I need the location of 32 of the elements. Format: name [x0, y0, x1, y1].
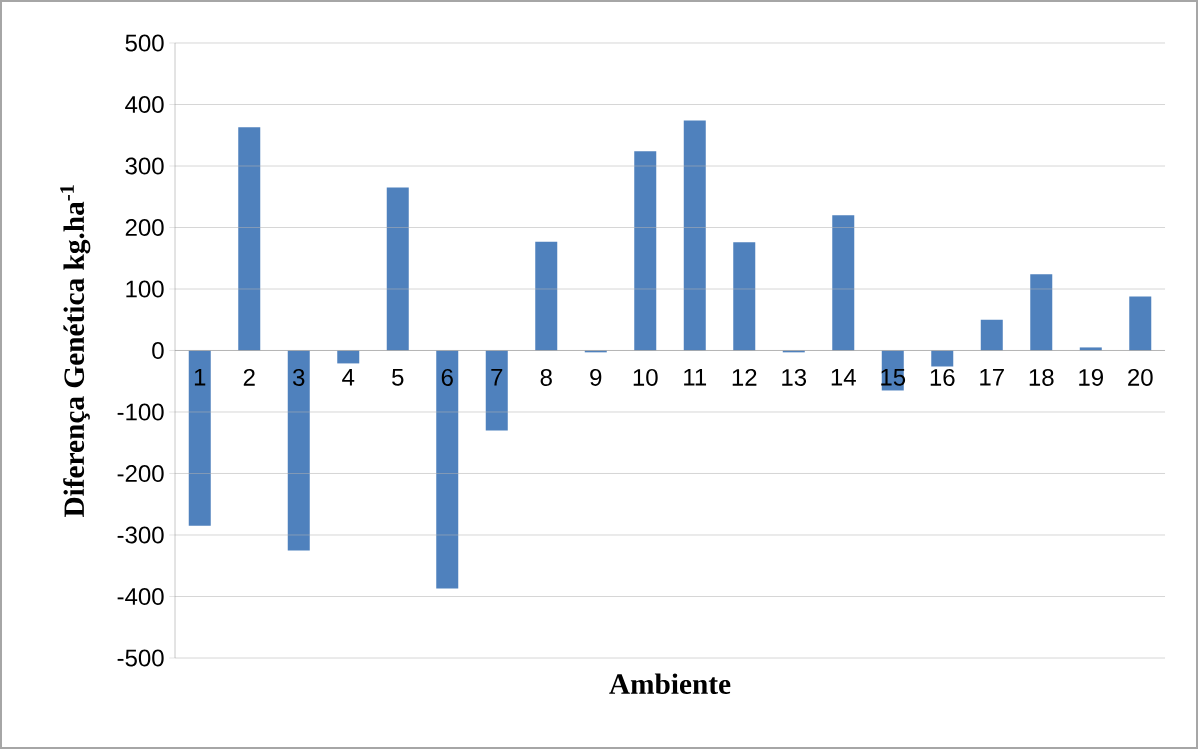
x-tick-label: 4	[342, 368, 355, 386]
y-tick-label: 500	[125, 34, 164, 52]
x-axis-title: Ambiente	[609, 673, 731, 695]
y-tick-label: 100	[126, 280, 164, 298]
y-axis-title: Diferença Genética kg.ha$^{-1}$	[60, 185, 91, 518]
y-tick-label: -200	[117, 464, 164, 482]
y-tick-label: -400	[117, 587, 164, 605]
y-tick-label: 400	[125, 95, 164, 113]
y-tick-label: -300	[117, 526, 164, 544]
x-tick-label: 9	[590, 368, 602, 386]
x-tick-label: 5	[392, 368, 404, 386]
x-tick-label: 2	[243, 368, 255, 386]
y-tick-label: -500	[117, 649, 164, 667]
x-tick-label: 16	[930, 368, 955, 386]
y-tick-label: 0	[152, 341, 164, 359]
x-tick-label: 14	[831, 368, 856, 386]
x-tick-label: 18	[1029, 368, 1054, 386]
x-tick-label: 11	[684, 368, 707, 386]
y-tick-label: 200	[125, 218, 164, 236]
x-tick-label: 7	[491, 368, 503, 386]
x-tick-label: 13	[782, 368, 807, 386]
y-tick-label: -100	[117, 403, 164, 421]
x-tick-label: 12	[732, 368, 757, 386]
x-tick-label: 19	[1079, 368, 1103, 386]
x-tick-label: 10	[633, 368, 658, 386]
x-tick-label: 17	[980, 368, 1004, 386]
x-tick-label: 6	[441, 368, 453, 386]
x-tick-label: 3	[293, 368, 305, 386]
y-tick-label: 300	[125, 157, 164, 175]
x-tick-label: 8	[540, 368, 552, 386]
x-tick-label: 1	[194, 368, 206, 386]
x-tick-label: 20	[1128, 368, 1153, 386]
